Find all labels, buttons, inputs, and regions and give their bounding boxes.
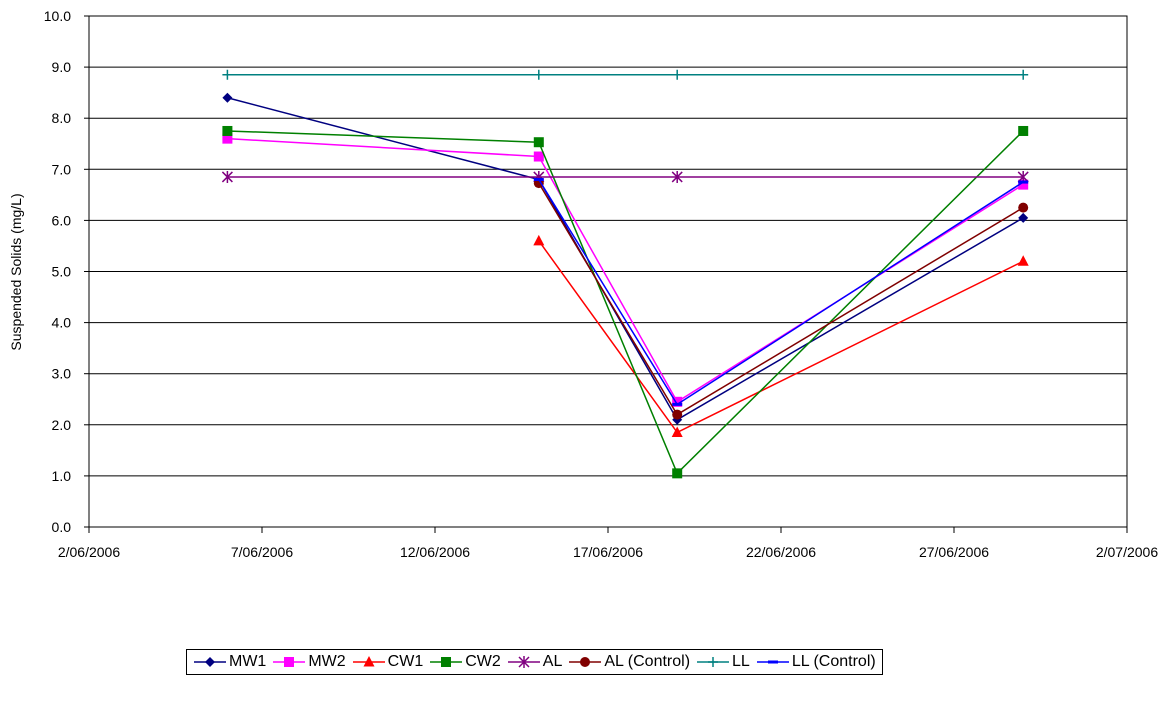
data-point-mw1 bbox=[1018, 212, 1029, 223]
data-point-ll bbox=[222, 69, 233, 80]
data-point-al-control bbox=[1018, 202, 1029, 213]
x-tick-label: 22/06/2006 bbox=[746, 544, 816, 560]
legend-label: CW2 bbox=[465, 653, 501, 670]
data-point-mw2 bbox=[672, 396, 683, 407]
data-point-cw2 bbox=[1018, 125, 1029, 136]
legend-item-ll: LL bbox=[696, 653, 750, 671]
legend-label: LL (Control) bbox=[791, 653, 876, 670]
legend-swatch-mw2 bbox=[273, 657, 306, 667]
y-tick-label: 9.0 bbox=[52, 59, 72, 75]
data-point-ll bbox=[672, 69, 683, 80]
data-point-ll-control bbox=[1018, 180, 1029, 184]
legend-label: MW1 bbox=[229, 653, 267, 670]
series-line-mw2 bbox=[227, 137, 1024, 403]
series-al bbox=[221, 170, 1029, 183]
x-tick-label: 2/06/2006 bbox=[58, 544, 120, 560]
legend-item-al-control: AL (Control) bbox=[568, 653, 690, 671]
legend-label: CW1 bbox=[387, 653, 424, 670]
data-point-cw1 bbox=[1017, 255, 1029, 266]
data-point-mw1 bbox=[222, 92, 233, 103]
data-point-ll-control bbox=[672, 402, 683, 406]
y-tick-label: 6.0 bbox=[52, 212, 72, 228]
legend: MW1 MW2 CW1 CW2 AL AL (Control) LL LL (Control) bbox=[186, 649, 883, 675]
x-tick-label: 2/07/2006 bbox=[1096, 544, 1158, 560]
y-tick-label: 7.0 bbox=[52, 161, 72, 177]
series-al-control bbox=[533, 178, 1029, 420]
series-ll bbox=[222, 69, 1029, 80]
data-point-al bbox=[671, 170, 683, 183]
legend-item-cw2: CW2 bbox=[429, 653, 501, 671]
x-axis: 2/06/2006 7/06/2006 12/06/2006 17/06/2006 22… bbox=[58, 527, 1158, 560]
data-point-mw2 bbox=[1018, 179, 1029, 190]
data-point-cw2 bbox=[672, 468, 683, 479]
data-point-cw2 bbox=[533, 137, 544, 148]
y-tick-label: 0.0 bbox=[52, 519, 72, 535]
legend-label: AL bbox=[542, 653, 563, 670]
legend-swatch-ll bbox=[697, 657, 730, 667]
series-cw2 bbox=[222, 125, 1029, 479]
y-axis: 0.0 1.0 2.0 3.0 4.0 5.0 6.0 7.0 8.0 9.0 10.0 bbox=[44, 8, 89, 535]
data-point-ll bbox=[533, 69, 544, 80]
legend-swatch-cw1 bbox=[352, 656, 385, 667]
y-axis-label: Suspended Solids (mg/L) bbox=[8, 193, 24, 350]
legend-marker bbox=[708, 657, 719, 667]
y-tick-label: 2.0 bbox=[52, 417, 72, 433]
data-point-al-control bbox=[672, 409, 683, 420]
legend-swatch-al-control bbox=[569, 657, 602, 667]
y-tick-label: 8.0 bbox=[52, 110, 72, 126]
series-layer bbox=[221, 69, 1029, 479]
y-tick-label: 3.0 bbox=[52, 366, 72, 382]
series-line-cw2 bbox=[227, 130, 1024, 475]
data-point-cw1 bbox=[671, 426, 683, 437]
series-ll-control bbox=[533, 178, 1029, 406]
legend-swatch-ll-control bbox=[756, 660, 789, 664]
legend-marker bbox=[205, 657, 215, 667]
legend-item-ll-control: LL (Control) bbox=[756, 653, 876, 671]
legend-marker bbox=[767, 660, 778, 664]
y-tick-label: 5.0 bbox=[52, 264, 72, 280]
y-tick-label: 1.0 bbox=[52, 468, 72, 484]
legend-swatch-mw1 bbox=[194, 657, 226, 667]
legend-label: LL bbox=[732, 653, 750, 670]
x-tick-label: 17/06/2006 bbox=[573, 544, 643, 560]
legend-marker bbox=[580, 657, 591, 667]
legend-item-mw2: MW2 bbox=[272, 653, 346, 671]
data-point-cw2 bbox=[222, 125, 233, 136]
data-point-cw1 bbox=[533, 234, 545, 246]
legend-label: MW2 bbox=[308, 653, 346, 670]
legend-marker bbox=[518, 656, 530, 668]
legend-swatch-al bbox=[507, 656, 540, 668]
y-tick-label: 4.0 bbox=[52, 315, 72, 331]
legend-item-cw1: CW1 bbox=[352, 653, 424, 671]
legend-label: AL (Control) bbox=[604, 653, 691, 670]
data-point-mw2 bbox=[533, 151, 544, 162]
legend-marker bbox=[284, 657, 295, 667]
x-tick-label: 7/06/2006 bbox=[231, 544, 293, 560]
legend-item-mw1: MW1 bbox=[193, 653, 266, 671]
legend-swatch-cw2 bbox=[430, 657, 463, 667]
x-tick-label: 12/06/2006 bbox=[400, 544, 470, 560]
gridlines bbox=[89, 66, 1127, 477]
data-point-al bbox=[221, 170, 233, 183]
legend-marker bbox=[363, 656, 375, 667]
y-tick-label: 10.0 bbox=[44, 8, 71, 24]
legend-item-al: AL bbox=[507, 653, 563, 671]
series-cw1 bbox=[533, 234, 1029, 437]
data-point-mw2 bbox=[222, 133, 233, 144]
series-mw2 bbox=[222, 133, 1029, 407]
data-point-ll-control bbox=[533, 178, 544, 182]
series-mw1 bbox=[222, 92, 1029, 425]
data-point-ll bbox=[1018, 69, 1029, 80]
x-tick-label: 27/06/2006 bbox=[919, 544, 989, 560]
legend-marker bbox=[441, 657, 452, 667]
